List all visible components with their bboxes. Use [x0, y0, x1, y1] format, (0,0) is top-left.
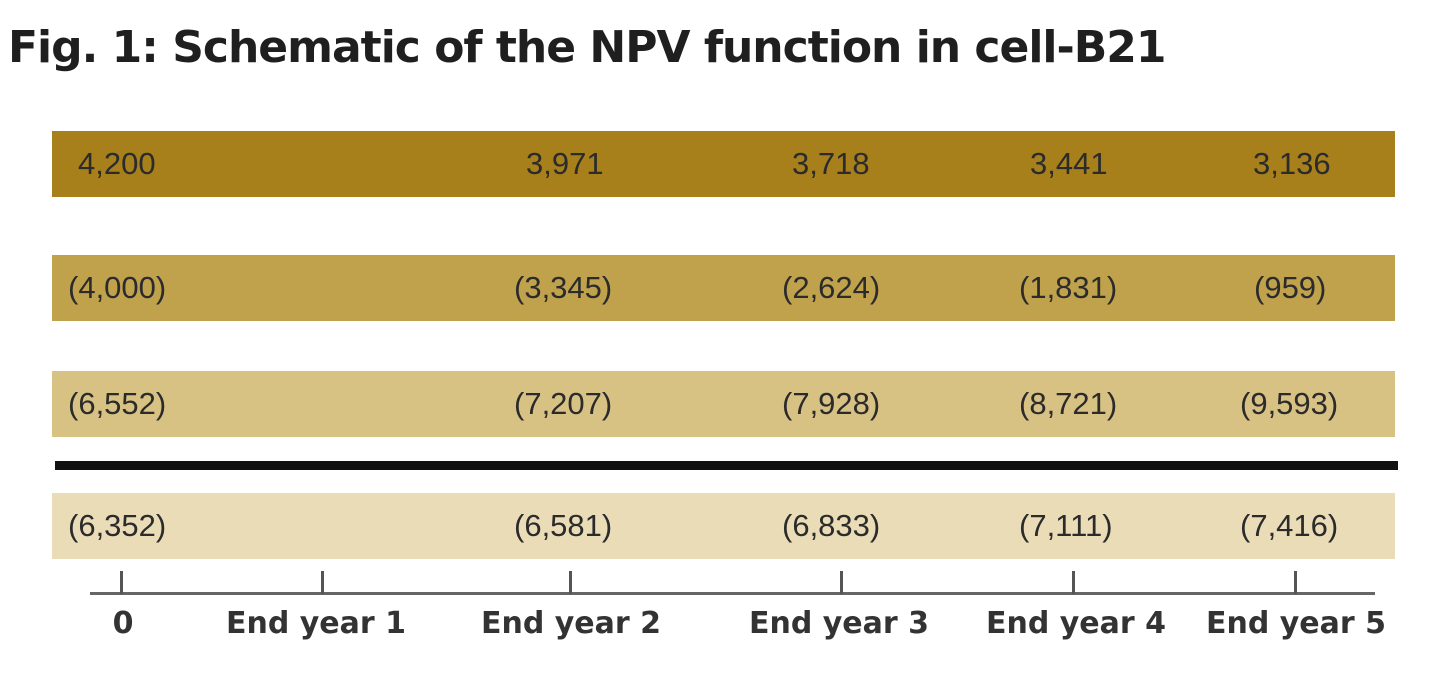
axis-tick	[840, 571, 843, 594]
value-row-1: 4,200 3,971 3,718 3,441 3,136	[52, 131, 1395, 197]
value-cell: (4,000)	[68, 270, 167, 305]
value-cell: (6,833)	[782, 508, 881, 543]
value-cell: (1,831)	[1019, 270, 1118, 305]
axis-label: End year 4	[985, 606, 1167, 641]
value-row-result: (6,352) (6,581) (6,833) (7,111) (7,416)	[52, 493, 1395, 559]
value-cell: (3,345)	[514, 270, 613, 305]
value-cell: (6,352)	[68, 508, 167, 543]
axis-tick	[569, 571, 572, 594]
value-cell: (2,624)	[782, 270, 881, 305]
value-cell: (6,581)	[514, 508, 613, 543]
value-cell: (7,111)	[1019, 508, 1113, 543]
axis-label: End year 5	[1205, 606, 1387, 641]
value-cell: (6,552)	[68, 386, 167, 421]
value-row-2: (4,000) (3,345) (2,624) (1,831) (959)	[52, 255, 1395, 321]
value-cell: (7,207)	[514, 386, 613, 421]
value-cell: (7,416)	[1240, 508, 1339, 543]
axis-tick	[120, 571, 123, 594]
value-cell: 3,441	[1030, 146, 1108, 181]
axis-label: End year 1	[225, 606, 407, 641]
value-cell: 3,971	[526, 146, 604, 181]
value-cell: 3,718	[792, 146, 870, 181]
axis-tick	[1072, 571, 1075, 594]
axis-label: 0	[112, 606, 134, 641]
summation-line	[55, 461, 1398, 470]
value-row-3: (6,552) (7,207) (7,928) (8,721) (9,593)	[52, 371, 1395, 437]
axis-tick	[1294, 571, 1297, 594]
axis-label: End year 2	[480, 606, 662, 641]
value-cell: 4,200	[78, 146, 156, 181]
axis-tick	[321, 571, 324, 594]
value-cell: (8,721)	[1019, 386, 1118, 421]
value-cell: (9,593)	[1240, 386, 1339, 421]
time-axis-line	[90, 592, 1375, 595]
value-cell: (959)	[1254, 270, 1327, 305]
axis-label: End year 3	[748, 606, 930, 641]
value-cell: 3,136	[1253, 146, 1331, 181]
figure-title: Fig. 1: Schematic of the NPV function in…	[8, 22, 1167, 73]
value-cell: (7,928)	[782, 386, 881, 421]
